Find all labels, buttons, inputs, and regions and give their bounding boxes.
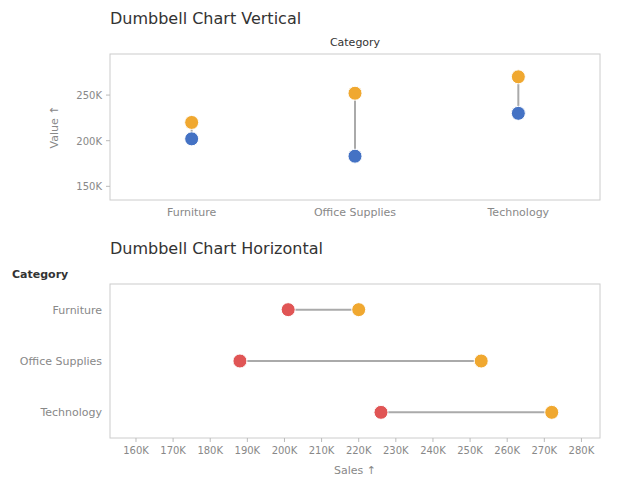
tick-label: 240K bbox=[420, 445, 446, 456]
dot bbox=[511, 70, 525, 84]
tick-mark bbox=[581, 438, 582, 442]
marks bbox=[233, 303, 559, 420]
tick-label: 220K bbox=[346, 445, 372, 456]
tick-label: 200K bbox=[272, 445, 298, 456]
tick-label: 250K bbox=[76, 90, 102, 101]
tick-label: 150K bbox=[76, 181, 102, 192]
tick-mark bbox=[507, 438, 508, 442]
dot bbox=[348, 149, 362, 163]
category-label: Technology bbox=[39, 406, 102, 419]
dot bbox=[348, 86, 362, 100]
tick-mark bbox=[247, 438, 248, 442]
tick-mark bbox=[321, 438, 322, 442]
dot bbox=[352, 303, 366, 317]
tick-label: 210K bbox=[309, 445, 335, 456]
connector bbox=[381, 411, 552, 413]
dot bbox=[545, 405, 559, 419]
connector bbox=[354, 93, 356, 156]
dot bbox=[511, 106, 525, 120]
title: Dumbbell Chart Horizontal bbox=[110, 239, 323, 258]
tick-label: 270K bbox=[531, 445, 557, 456]
tick-label: 180K bbox=[197, 445, 223, 456]
tick-label: 280K bbox=[569, 445, 595, 456]
category-label: Furniture bbox=[167, 206, 217, 219]
tick-mark bbox=[106, 186, 110, 187]
tick-mark bbox=[470, 438, 471, 442]
tick-label: 160K bbox=[123, 445, 149, 456]
tick-mark bbox=[173, 438, 174, 442]
tick-mark bbox=[284, 438, 285, 442]
axis-label: Category bbox=[12, 268, 68, 281]
tick-mark bbox=[544, 438, 545, 442]
dot bbox=[185, 115, 199, 129]
tick-mark bbox=[432, 438, 433, 442]
connector bbox=[288, 309, 359, 311]
dot bbox=[281, 303, 295, 317]
plot-frame bbox=[110, 284, 600, 438]
category-label: Technology bbox=[487, 206, 550, 219]
tick-label: 250K bbox=[457, 445, 483, 456]
dot bbox=[233, 354, 247, 368]
chart: Dumbbell Chart Vertical 150K 200K 250K Furni… bbox=[0, 0, 624, 498]
category-label: Office Supplies bbox=[314, 206, 396, 219]
tick-label: 190K bbox=[235, 445, 261, 456]
axis-label: Sales ↑ bbox=[334, 464, 376, 477]
tick-mark bbox=[358, 438, 359, 442]
plot-frame bbox=[110, 54, 600, 200]
tick-mark bbox=[135, 438, 136, 442]
tick-label: 260K bbox=[494, 445, 520, 456]
dot bbox=[374, 405, 388, 419]
tick-mark bbox=[210, 438, 211, 442]
category-label: Furniture bbox=[53, 304, 103, 317]
axis-label: Value ↑ bbox=[48, 106, 61, 149]
title: Dumbbell Chart Vertical bbox=[110, 9, 301, 28]
tick-label: 200K bbox=[76, 136, 102, 147]
dot bbox=[185, 132, 199, 146]
tick-mark bbox=[106, 140, 110, 141]
category-label: Office Supplies bbox=[20, 355, 102, 368]
connector bbox=[240, 360, 481, 362]
dot bbox=[474, 354, 488, 368]
marks bbox=[185, 70, 526, 163]
tick-label: 170K bbox=[160, 445, 186, 456]
axis-label: Category bbox=[330, 36, 381, 49]
tick-label: 230K bbox=[383, 445, 409, 456]
tick-mark bbox=[395, 438, 396, 442]
tick-mark bbox=[106, 95, 110, 96]
